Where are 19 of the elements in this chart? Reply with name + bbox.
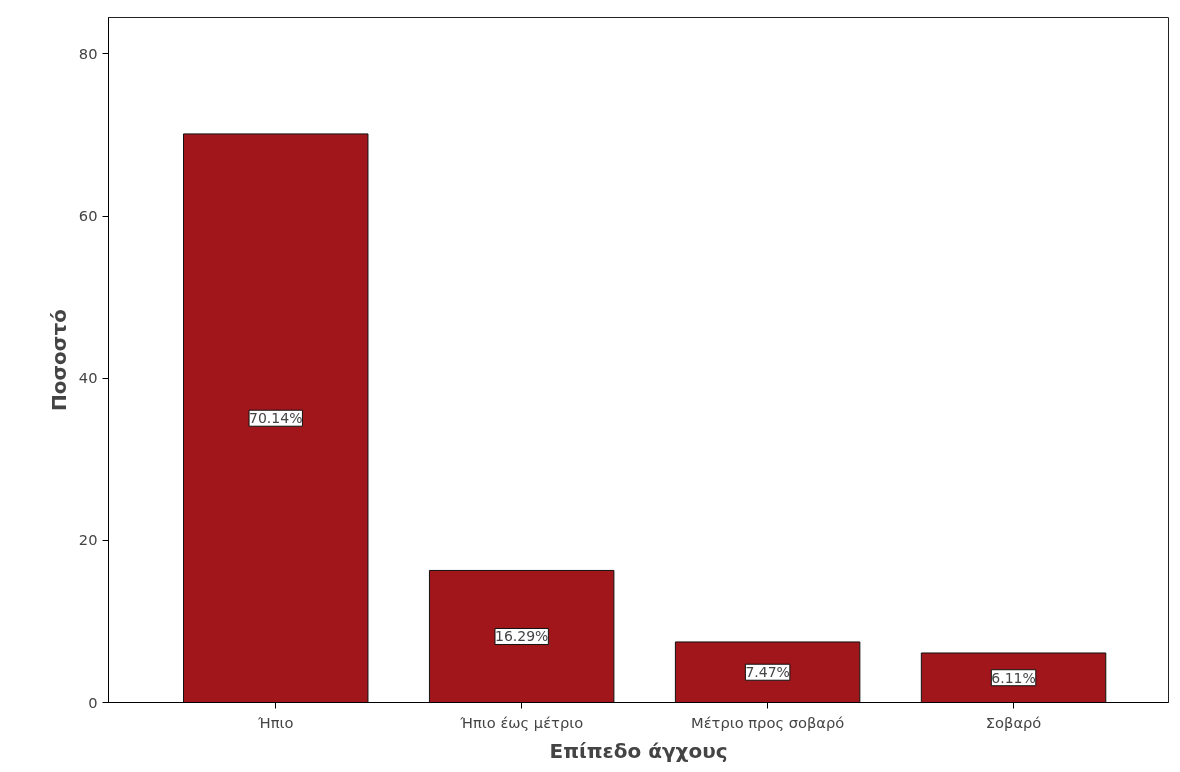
y-tick-label: 40	[78, 369, 98, 387]
data-label: 16.29%	[494, 628, 549, 645]
x-tick-label: Ήπιο έως μέτριο	[459, 713, 584, 731]
y-tick-label: 80	[78, 44, 98, 62]
x-tick-label: Σοβαρό	[985, 713, 1042, 731]
y-tick-label: 60	[78, 207, 98, 225]
data-label: 70.14%	[249, 410, 303, 427]
bar	[920, 652, 1107, 703]
y-axis-title: Ποσοστό	[46, 309, 71, 411]
bar	[674, 641, 861, 703]
data-label: 7.47%	[745, 664, 790, 681]
bar	[428, 569, 615, 703]
bar	[183, 133, 369, 703]
y-tick-label: 20	[78, 531, 98, 549]
y-tick-label: 0	[88, 693, 98, 711]
x-tick-label: Μέτριο προς σοβαρό	[691, 713, 845, 731]
x-axis-title: Επίπεδο άγχους	[549, 738, 728, 763]
data-label: 6.11%	[991, 669, 1036, 686]
x-tick-label: Ήπιο	[256, 713, 294, 731]
